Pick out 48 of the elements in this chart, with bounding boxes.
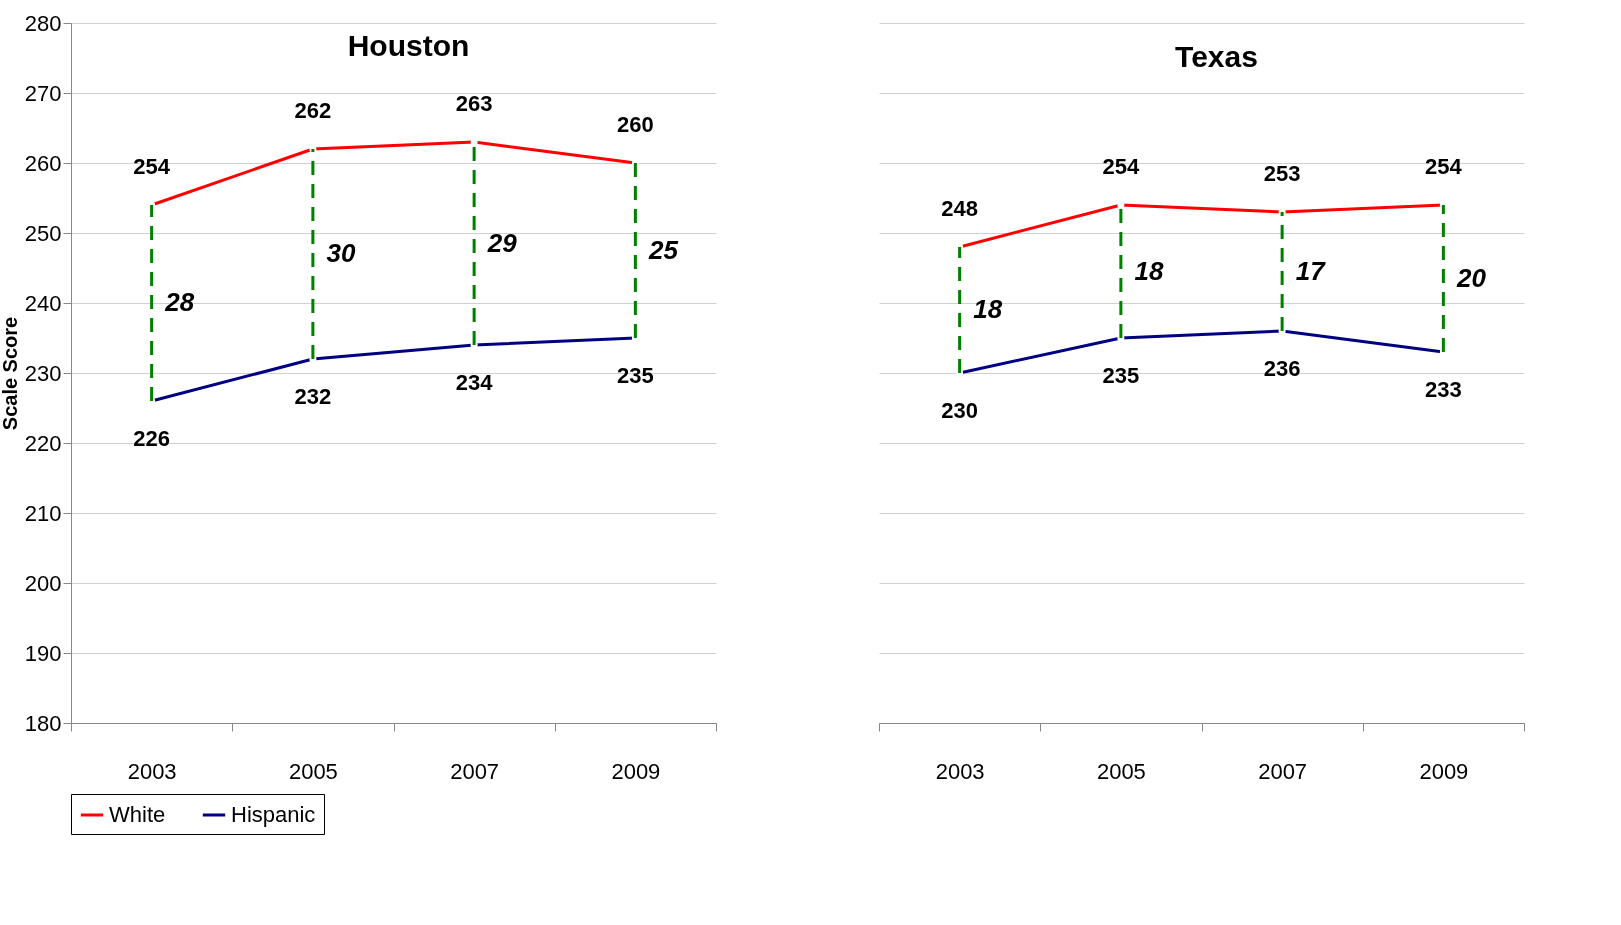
annotation: 18 [1134,255,1164,286]
annotation: 30 [326,238,356,268]
y-axis-title: Scale Score [0,316,21,431]
data-label: 234 [455,370,494,395]
x-tick-label: 2005 [1096,758,1146,784]
y-tick-label: 270 [24,80,62,106]
x-tick-label: 2007 [450,758,500,784]
y-tick-label: 260 [24,150,62,176]
y-tick-label: 230 [24,360,62,386]
y-tick-label: 180 [24,710,62,736]
data-label: 226 [133,426,170,451]
annotation: 20 [1455,262,1487,293]
y-tick-label: 210 [24,500,62,526]
chart-title: Houston [347,29,470,62]
annotation: 28 [164,287,195,317]
annotation: 18 [973,294,1003,324]
data-label: 254 [1102,154,1140,179]
data-label: 235 [1102,363,1140,388]
x-tick-label: 2009 [1419,758,1469,784]
data-label: 254 [1425,154,1463,179]
legend-label: White [109,802,166,827]
data-label: 232 [294,384,332,409]
data-label: 235 [617,363,654,388]
x-tick-label: 2003 [935,758,985,784]
y-tick-label: 200 [24,570,62,596]
data-label: 236 [1263,356,1301,381]
data-label: 263 [455,91,493,116]
x-tick-label: 2007 [1258,758,1308,784]
x-tick-label: 2005 [288,758,338,784]
data-label: 262 [294,98,332,123]
y-tick-label: 220 [24,430,62,456]
y-tick-label: 250 [24,220,62,246]
annotation: 25 [647,234,679,265]
x-tick-label: 2003 [127,758,177,784]
y-tick-label: 240 [24,290,62,316]
data-label: 260 [617,112,654,137]
x-tick-label: 2009 [611,758,661,784]
legend-label: Hispanic [231,802,316,827]
data-label: 254 [133,154,171,179]
data-label: 253 [1263,161,1301,186]
data-label: 248 [941,196,978,221]
data-label: 233 [1425,377,1462,402]
text: Texas [1175,40,1258,73]
annotation: 29 [486,227,518,258]
data-label: 230 [941,398,978,423]
y-tick-label: 280 [24,10,62,36]
y-tick-label: 190 [24,640,62,666]
annotation: 17 [1295,255,1327,286]
